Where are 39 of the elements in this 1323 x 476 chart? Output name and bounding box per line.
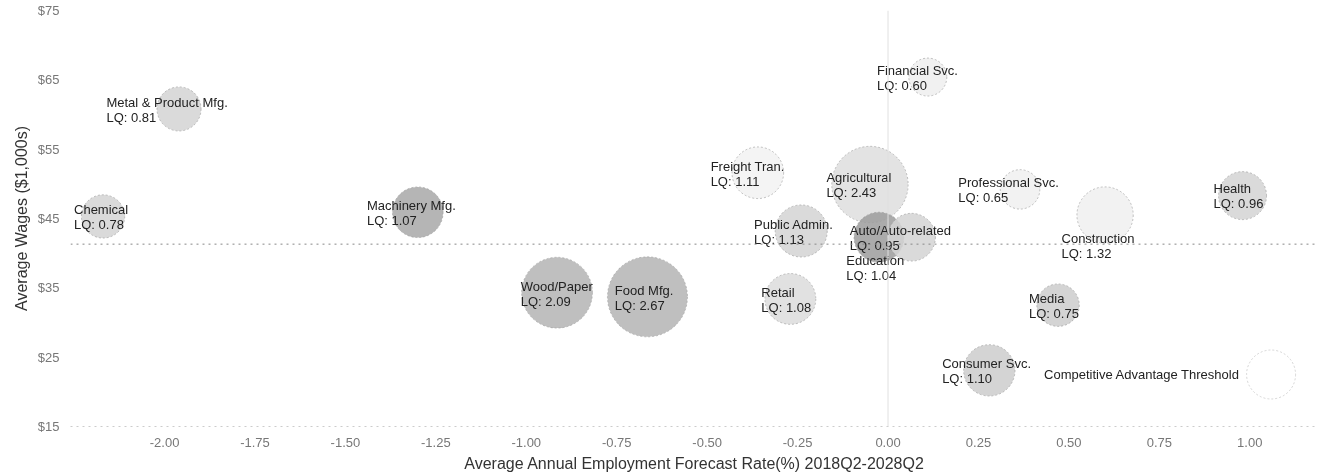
data-label: Professional Svc. LQ: 0.65	[958, 175, 1059, 206]
y-tick-label: $55	[37, 141, 60, 157]
data-label: Retail LQ: 1.08	[761, 284, 812, 315]
x-tick-label: 0.25	[965, 434, 992, 450]
data-label: Public Admin. LQ: 1.13	[754, 216, 833, 247]
x-tick-label: 0.75	[1146, 434, 1172, 450]
y-axis-title: Average Wages ($1,000s)	[12, 126, 30, 311]
data-label: Financial Svc. LQ: 0.60	[877, 62, 958, 93]
x-tick-label: -1.50	[330, 434, 361, 450]
x-tick-label: 0.50	[1056, 434, 1082, 450]
x-axis-title: Average Annual Employment Forecast Rate(%) 2018Q2-2028Q2	[464, 454, 924, 472]
y-tick-label: $15	[37, 419, 60, 434]
x-tick-label: -0.50	[692, 434, 722, 450]
y-tick-label: $25	[37, 349, 60, 365]
legend-label: Competitive Advantage Threshold	[1044, 367, 1239, 382]
y-tick-label: $35	[37, 280, 60, 296]
data-label: Media LQ: 0.75	[1029, 291, 1079, 321]
data-label: Chemical LQ: 0.78	[74, 202, 129, 233]
data-label: Consumer Svc. LQ: 1.10	[942, 356, 1032, 387]
data-label: Health LQ: 0.96	[1213, 181, 1264, 212]
data-label: Agricultural LQ: 2.43	[826, 170, 892, 201]
x-tick-label: -0.75	[601, 434, 632, 450]
data-label: Machinery Mfg. LQ: 1.07	[366, 198, 456, 229]
data-label: Construction LQ: 1.32	[1061, 231, 1135, 262]
x-tick-label: 1.00	[1237, 434, 1263, 450]
data-label: Metal & Product Mfg. LQ: 0.81	[106, 94, 228, 125]
y-tick-label: $45	[37, 211, 60, 226]
x-tick-label: -1.25	[421, 434, 451, 450]
data-label: Education LQ: 1.04	[846, 253, 905, 284]
y-tick-label: $75	[37, 3, 60, 18]
data-label: Freight Tran. LQ: 1.11	[710, 158, 785, 189]
x-tick-label: -1.75	[240, 434, 270, 450]
x-tick-label: -2.00	[149, 434, 180, 450]
x-tick-label: -1.00	[511, 434, 542, 450]
y-tick-label: $65	[37, 72, 60, 88]
x-tick-label: 0.00	[875, 434, 901, 450]
x-tick-label: -0.25	[782, 434, 813, 450]
data-label: Wood/Paper LQ: 2.09	[520, 278, 594, 309]
data-label: Food Mfg. LQ: 2.67	[614, 282, 674, 313]
